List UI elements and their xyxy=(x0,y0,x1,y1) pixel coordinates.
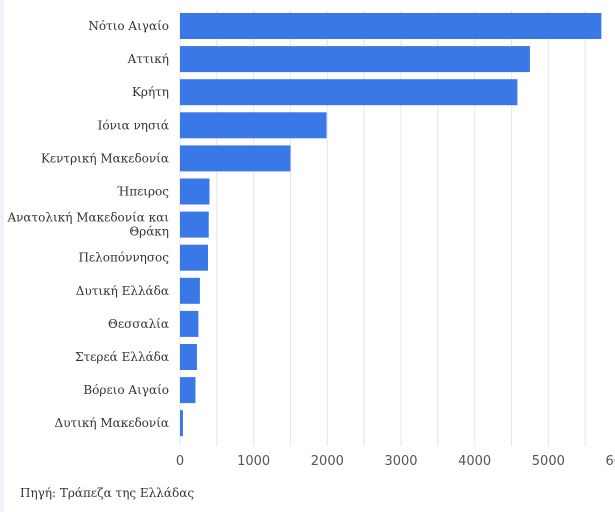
left-edge-strip xyxy=(0,0,4,512)
x-tick-label: 0 xyxy=(176,454,184,469)
bar xyxy=(180,310,199,337)
category-labels: Νότιο Αιγαίο Αττική Κρήτη Ιόνια νησιά Κεντρι… xyxy=(6,19,169,430)
x-tick-label: 2000 xyxy=(311,454,344,469)
bar xyxy=(180,211,209,238)
bar xyxy=(180,344,197,370)
category-label: Ανατολική Μακεδονία και Θράκη xyxy=(6,211,169,239)
x-tick-label: 3000 xyxy=(384,454,417,469)
category-label: Πελοπόννησος xyxy=(78,251,169,265)
category-label: Κεντρική Μακεδονία xyxy=(41,151,169,165)
bar xyxy=(180,377,196,404)
x-tick-label: 4000 xyxy=(458,454,491,469)
bar xyxy=(180,244,208,271)
x-tick-label: 5000 xyxy=(532,454,565,469)
x-tick-label: 1000 xyxy=(237,454,270,469)
x-tick-labels: 0 1000 2000 3000 4000 5000 6000 xyxy=(176,454,615,469)
bar xyxy=(180,178,210,205)
category-label: Ιόνια νησιά xyxy=(98,118,169,132)
category-label: Στερεά Ελλάδα xyxy=(75,350,169,364)
bar xyxy=(180,46,530,73)
bar xyxy=(180,410,183,437)
bar xyxy=(180,13,602,39)
category-label: Δυτική Ελλάδα xyxy=(76,284,169,298)
category-label: Κρήτη xyxy=(132,85,169,99)
bar xyxy=(180,112,327,139)
category-label: Νότιο Αιγαίο xyxy=(88,19,169,33)
category-label: Βόρειο Αιγαίο xyxy=(83,383,169,397)
category-label: Δυτική Μακεδονία xyxy=(55,416,169,430)
category-label: Ήπειρος xyxy=(117,185,170,199)
bar xyxy=(180,79,518,106)
category-label: Θεσσαλία xyxy=(108,317,169,331)
category-label: Αττική xyxy=(127,52,169,66)
bars xyxy=(180,13,602,437)
x-tick-label: 6000 xyxy=(605,454,615,469)
bar xyxy=(180,277,200,304)
gridlines xyxy=(179,10,586,446)
source-note: Πηγή: Τράπεζα της Ελλάδας xyxy=(20,486,195,500)
bar xyxy=(180,145,291,172)
